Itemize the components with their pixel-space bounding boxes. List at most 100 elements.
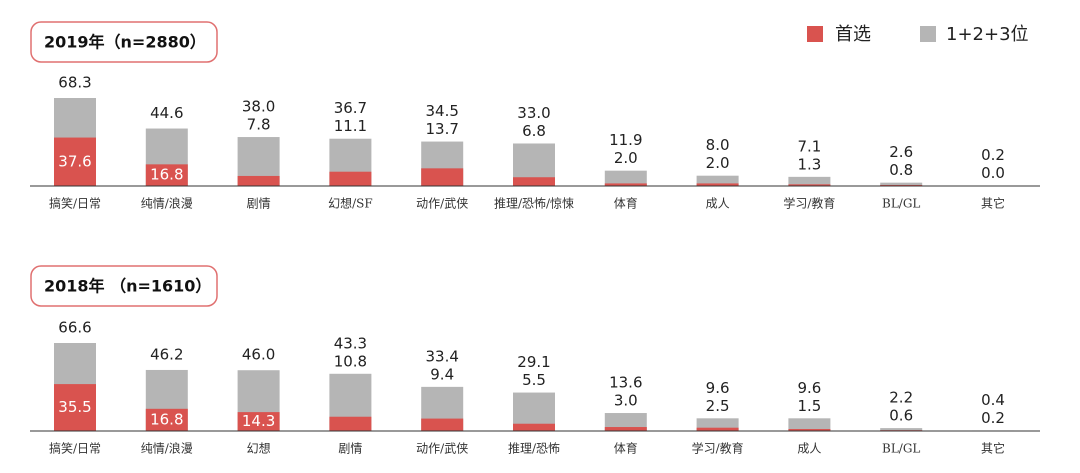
bar-first: [513, 177, 555, 186]
bar-first: [54, 137, 96, 186]
bar-total: [788, 418, 831, 431]
legend-label: 1+2+3位: [946, 24, 1029, 45]
value-label: 7.1: [797, 137, 821, 155]
bar-first: [880, 184, 923, 186]
x-tick-label: 推理/恐怖: [508, 441, 560, 456]
value-label: 36.7: [334, 99, 367, 117]
x-tick-label: 动作/武侠: [416, 197, 468, 211]
x-tick-label: 推理/恐怖/惊悚: [494, 196, 574, 211]
value-label: 13.7: [425, 120, 458, 138]
legend-label: 首选: [835, 24, 871, 45]
x-tick-label: 剧情: [247, 197, 271, 211]
value-label: 2.6: [889, 143, 913, 161]
value-label: 16.8: [150, 166, 183, 184]
bar-first: [696, 427, 739, 431]
value-label: 38.0: [242, 98, 275, 116]
bar-first: [604, 183, 647, 186]
value-label: 10.8: [334, 352, 367, 370]
x-tick-label: 搞笑/日常: [49, 196, 101, 211]
bar-first: [145, 164, 188, 186]
value-label: 43.3: [334, 334, 367, 352]
value-label: 44.6: [150, 104, 183, 122]
value-label: 3.0: [614, 392, 638, 410]
x-tick-label: 其它: [981, 441, 1005, 456]
x-tick-label: 剧情: [338, 442, 362, 456]
value-label: 9.6: [706, 379, 730, 397]
value-label: 0.4: [981, 391, 1005, 409]
bar-first: [421, 418, 464, 431]
value-label: 66.6: [58, 319, 91, 337]
value-label: 46.0: [242, 346, 275, 364]
x-tick-label: 幻想/SF: [328, 196, 373, 211]
panel-title: 2018年 （n=1610）: [44, 277, 211, 296]
value-label: 29.1: [517, 353, 550, 371]
value-label: 0.0: [981, 164, 1005, 182]
x-tick-label: 幻想: [247, 441, 271, 456]
legend-swatch: [807, 26, 823, 42]
x-tick-label: 搞笑/日常: [49, 441, 101, 456]
value-label: 0.2: [981, 409, 1005, 427]
value-label: 0.8: [889, 161, 913, 179]
bar-first: [788, 429, 831, 431]
value-label: 7.8: [247, 116, 271, 134]
bar-total: [788, 176, 831, 186]
bar-first: [329, 171, 372, 186]
x-tick-label: 学习/教育: [692, 441, 744, 456]
legend-swatch: [920, 26, 936, 42]
bar-first: [54, 384, 96, 431]
x-tick-label: BL/GL: [882, 197, 920, 211]
value-label: 2.5: [706, 397, 730, 415]
value-label: 1.5: [797, 397, 821, 415]
value-label: 37.6: [58, 152, 91, 170]
value-label: 0.6: [889, 407, 913, 425]
value-label: 11.9: [609, 131, 642, 149]
bar-first: [145, 408, 188, 431]
bar-total: [696, 175, 739, 186]
x-tick-label: 成人: [797, 442, 821, 456]
value-label: 16.8: [150, 410, 183, 428]
bar-first: [421, 168, 464, 186]
x-tick-label: BL/GL: [882, 442, 920, 456]
bar-first: [696, 183, 739, 186]
value-label: 5.5: [522, 371, 546, 389]
x-tick-label: 动作/武侠: [416, 442, 468, 456]
value-label: 9.6: [797, 379, 821, 397]
value-label: 13.6: [609, 374, 642, 392]
bar-total: [604, 170, 647, 186]
value-label: 8.0: [706, 136, 730, 154]
bar-first: [329, 416, 372, 431]
title-box: [30, 265, 218, 307]
value-label: 2.2: [889, 389, 913, 407]
x-tick-label: 其它: [981, 196, 1005, 211]
bar-total: [604, 413, 647, 431]
value-label: 9.4: [430, 365, 454, 383]
value-label: 0.2: [981, 146, 1005, 164]
x-tick-label: 纯情/浪漫: [141, 441, 193, 456]
bar-first: [788, 184, 831, 186]
title-box: [30, 21, 218, 63]
value-label: 11.1: [334, 117, 367, 135]
bar-first: [237, 412, 280, 431]
x-tick-label: 学习/教育: [783, 196, 835, 211]
value-label: 33.0: [517, 104, 550, 122]
value-label: 35.5: [58, 398, 91, 416]
bar-first: [513, 423, 555, 431]
x-tick-label: 成人: [706, 197, 730, 211]
value-label: 1.3: [797, 155, 821, 173]
value-label: 68.3: [58, 74, 91, 92]
value-label: 34.5: [425, 102, 458, 120]
value-label: 33.4: [425, 347, 458, 365]
bar-total: [880, 182, 923, 186]
bar-total: [880, 428, 923, 431]
value-label: 2.0: [706, 154, 730, 172]
value-label: 2.0: [614, 149, 638, 167]
value-label: 46.2: [150, 345, 183, 363]
value-label: 6.8: [522, 122, 546, 140]
panel-title: 2019年（n=2880）: [44, 33, 206, 52]
x-tick-label: 纯情/浪漫: [141, 196, 193, 211]
x-tick-label: 体育: [614, 196, 638, 211]
bar-first: [237, 175, 280, 186]
value-label: 14.3: [242, 412, 275, 430]
x-tick-label: 体育: [614, 441, 638, 456]
